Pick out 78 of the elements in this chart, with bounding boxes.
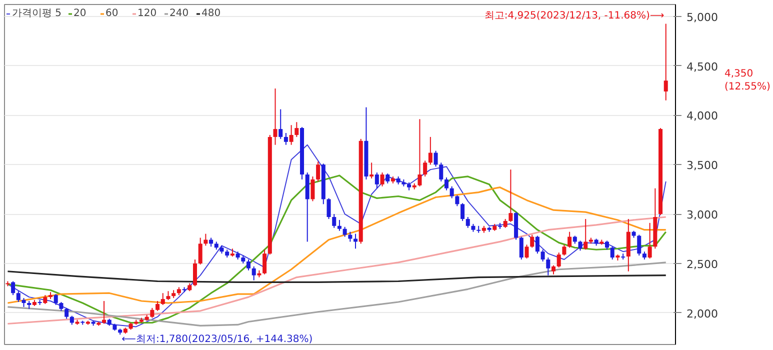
candlestick <box>262 249 267 275</box>
candlestick <box>278 108 283 140</box>
candlestick <box>380 172 384 187</box>
candlestick <box>16 290 20 302</box>
candlestick <box>204 233 208 246</box>
candlestick <box>326 198 331 220</box>
candlestick <box>455 194 460 207</box>
y-tick-label: 3,500 <box>686 159 718 172</box>
candlestick <box>466 216 470 228</box>
candlestick <box>156 300 160 312</box>
candlestick <box>198 237 202 265</box>
candlestick <box>568 231 572 248</box>
candlestick <box>370 162 374 179</box>
candlestick <box>332 214 336 228</box>
line-series <box>6 186 667 304</box>
y-tick-label: 4,000 <box>686 110 718 123</box>
legend-label: 가격이평 5 <box>12 7 62 20</box>
legend-label: 480 <box>202 8 222 18</box>
line-series <box>6 270 667 284</box>
candlestick <box>192 259 197 287</box>
candlestick <box>664 23 668 101</box>
candlestick <box>519 236 524 260</box>
y-tick-label: 2,000 <box>686 307 718 320</box>
legend-label: 20 <box>74 8 88 18</box>
annotation: ⟵최저:1,780(2023/05/16, +144.38%) <box>122 334 313 346</box>
candlestick <box>535 235 540 254</box>
y-tick-label: 2,500 <box>686 258 718 271</box>
candlestick <box>273 88 278 146</box>
candlestick <box>284 132 288 146</box>
candlestick <box>310 176 315 202</box>
candlestick <box>386 173 390 184</box>
candlestick <box>150 307 154 318</box>
candlestick <box>546 257 550 276</box>
candlestick <box>354 233 358 250</box>
candlestick <box>524 244 529 260</box>
candlestick <box>64 307 69 320</box>
candlestick <box>450 186 454 199</box>
candlestick <box>556 252 561 268</box>
candlestick <box>460 202 465 222</box>
candlestick <box>434 150 438 168</box>
candlestick <box>418 118 422 187</box>
text: 4,350 (12.55%) <box>724 68 771 93</box>
candlestick <box>540 249 545 262</box>
legend-label: 120 <box>138 8 158 18</box>
line-series <box>6 262 667 327</box>
candlestick <box>246 259 251 271</box>
line-series <box>7 144 666 328</box>
candlestick <box>508 169 513 222</box>
y-tick-label: 5,000 <box>686 10 718 24</box>
y-tick-label: 3,000 <box>686 208 718 222</box>
candlestick <box>439 162 444 182</box>
candlestick <box>423 160 428 177</box>
candlestick <box>428 136 432 166</box>
candlestick <box>578 240 582 252</box>
candlestick <box>289 124 294 146</box>
candlestick <box>102 300 106 324</box>
annotation: 최고:4,925(2023/12/13, -11.68%)⟶ <box>484 10 664 22</box>
candlestick <box>648 222 652 260</box>
candlestick <box>294 122 299 138</box>
candlestick <box>374 172 379 189</box>
candlestick <box>316 161 320 182</box>
line-series <box>6 174 667 324</box>
legend-label: 240 <box>170 8 190 18</box>
candlestick <box>637 234 642 256</box>
y-tick-label: 4,500 <box>686 60 718 74</box>
candlestick <box>54 294 58 306</box>
candlestick <box>252 266 256 281</box>
legend-label: 60 <box>106 8 120 18</box>
candlestick <box>160 292 165 306</box>
line-series <box>6 216 667 325</box>
candlestick <box>530 234 534 248</box>
candlestick <box>610 246 614 260</box>
candlestick <box>11 280 16 296</box>
candlestick <box>562 244 566 256</box>
candlestick <box>584 218 588 250</box>
candlestick <box>342 226 347 238</box>
candlestick <box>444 176 448 191</box>
candlestick <box>337 219 342 232</box>
